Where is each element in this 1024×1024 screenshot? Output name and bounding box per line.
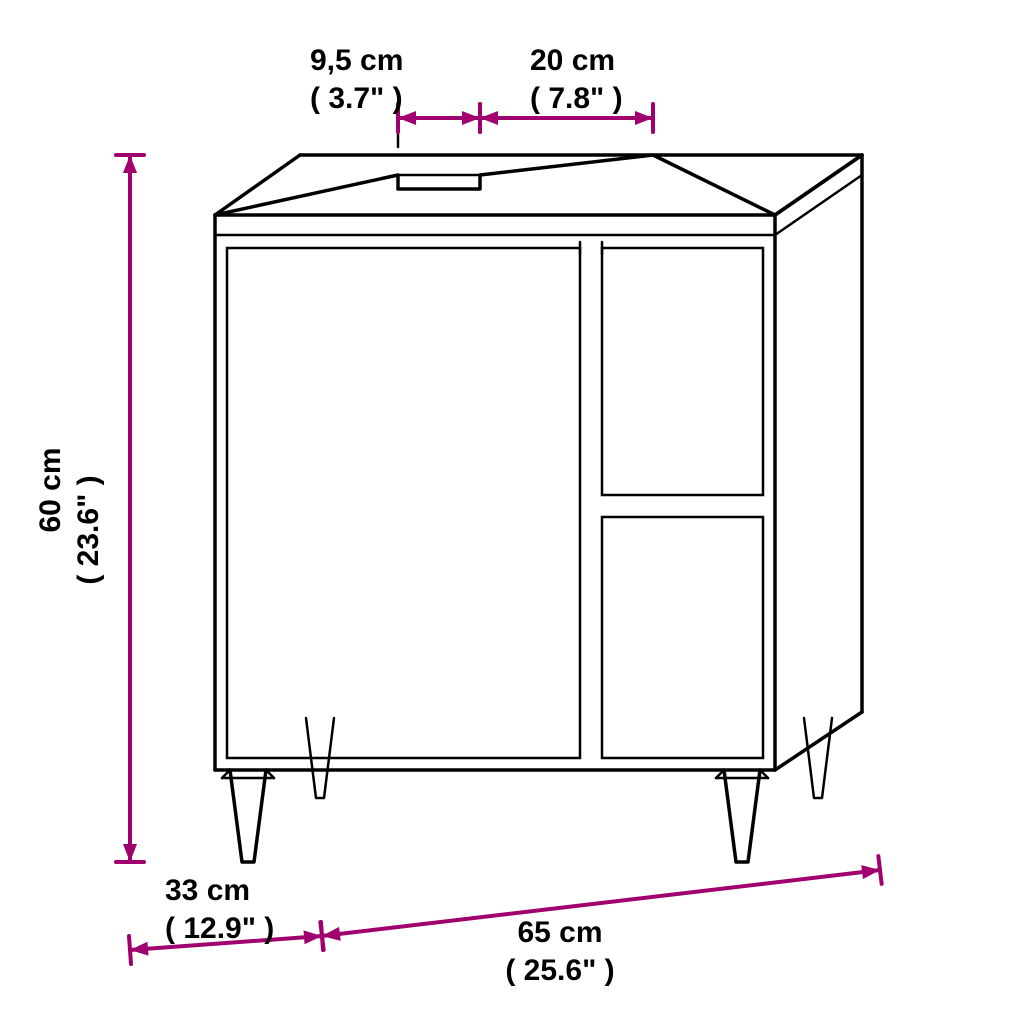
dim-notch-cm: 9,5 cm: [310, 44, 403, 77]
dim-height-cm: 60 cm: [34, 447, 67, 532]
dim-gap-in: ( 7.8" ): [530, 82, 623, 115]
dimensions: 60 cm( 23.6" ) 9,5 cm ( 3.7" ) 20 cm ( 7.8" …: [34, 44, 882, 987]
dim-gap-cm: 20 cm: [530, 44, 615, 77]
dim-width-cm: 65 cm: [517, 916, 602, 949]
dim-depth-in: ( 12.9" ): [165, 912, 274, 945]
cabinet-drawing: [215, 133, 862, 862]
dim-width-in: ( 25.6" ): [505, 954, 614, 987]
door-panel: [227, 248, 580, 758]
dim-notch-in: ( 3.7" ): [310, 82, 403, 115]
drawer-top: [602, 248, 763, 495]
dim-depth-cm: 33 cm: [165, 874, 250, 907]
dim-height-in: ( 23.6" ): [72, 475, 105, 584]
drawer-bottom: [602, 517, 763, 758]
